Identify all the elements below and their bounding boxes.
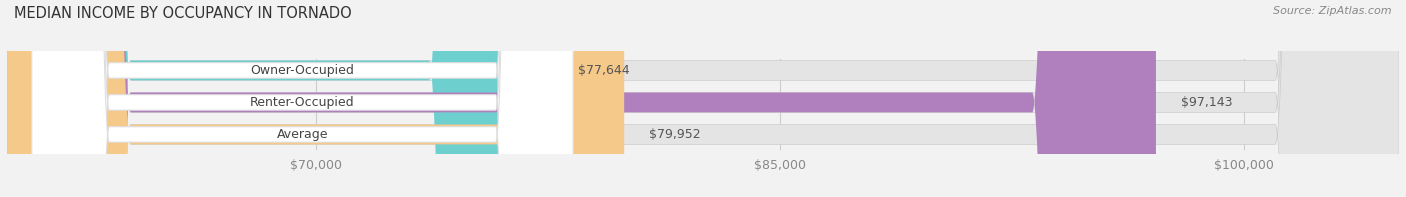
- Text: Owner-Occupied: Owner-Occupied: [250, 64, 354, 77]
- Text: Average: Average: [277, 128, 328, 141]
- FancyBboxPatch shape: [32, 0, 574, 197]
- Text: Source: ZipAtlas.com: Source: ZipAtlas.com: [1274, 6, 1392, 16]
- Text: MEDIAN INCOME BY OCCUPANCY IN TORNADO: MEDIAN INCOME BY OCCUPANCY IN TORNADO: [14, 6, 352, 21]
- FancyBboxPatch shape: [7, 0, 1156, 197]
- Text: $77,644: $77,644: [578, 64, 628, 77]
- FancyBboxPatch shape: [7, 0, 553, 197]
- Text: Renter-Occupied: Renter-Occupied: [250, 96, 354, 109]
- FancyBboxPatch shape: [7, 0, 1399, 197]
- Text: $79,952: $79,952: [650, 128, 700, 141]
- FancyBboxPatch shape: [7, 0, 1399, 197]
- FancyBboxPatch shape: [7, 0, 624, 197]
- Text: $97,143: $97,143: [1181, 96, 1232, 109]
- FancyBboxPatch shape: [32, 0, 574, 197]
- FancyBboxPatch shape: [7, 0, 1399, 197]
- FancyBboxPatch shape: [32, 0, 574, 197]
